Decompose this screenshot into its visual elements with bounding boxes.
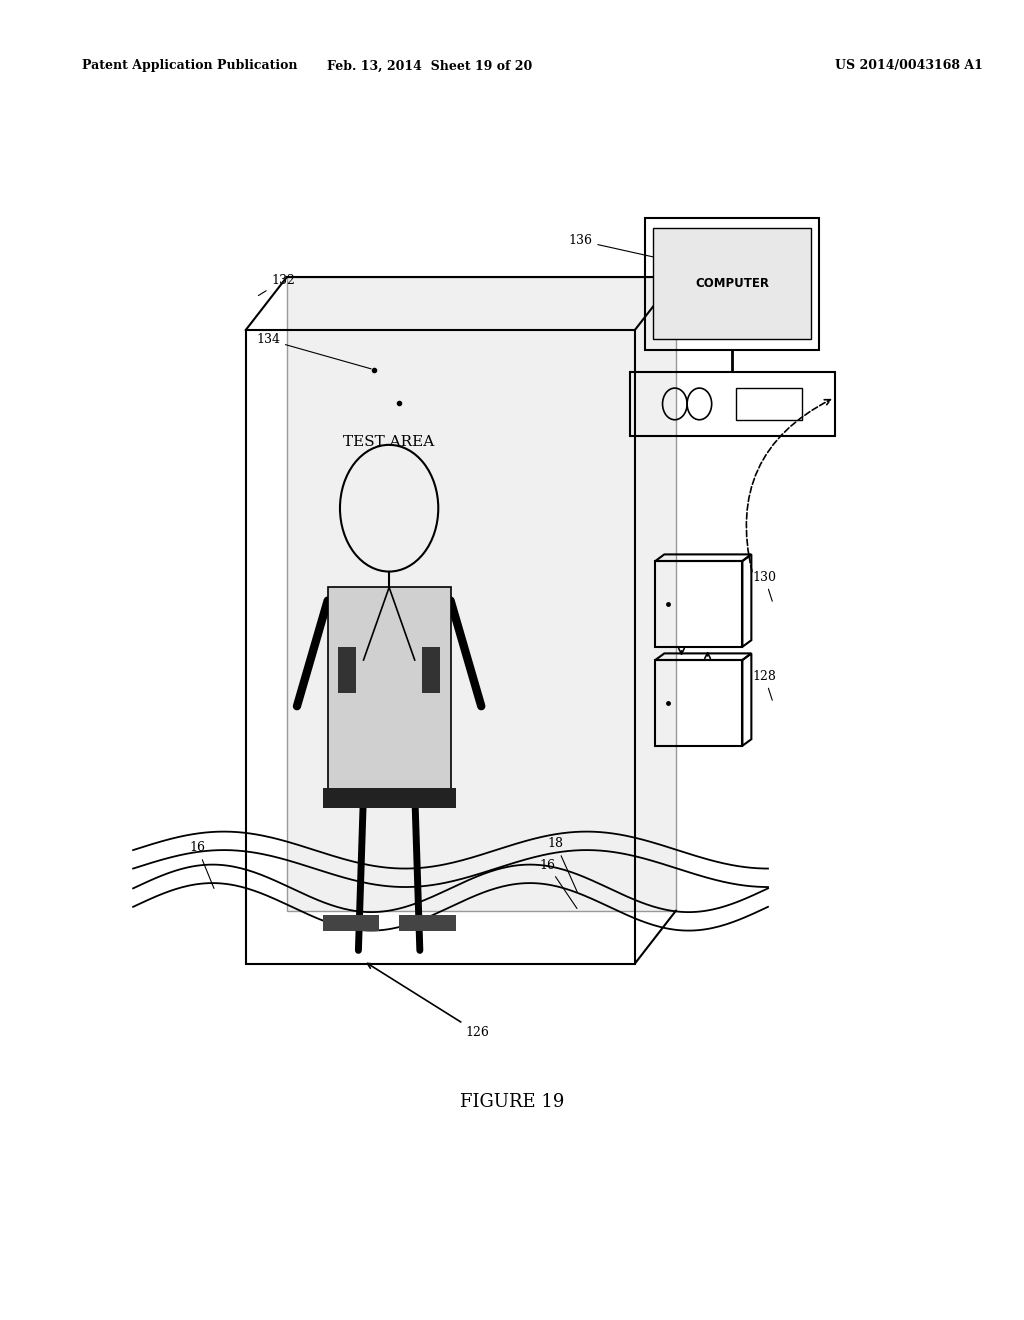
- Text: 128: 128: [753, 669, 776, 700]
- Bar: [338, 647, 356, 693]
- Text: Feb. 13, 2014  Sheet 19 of 20: Feb. 13, 2014 Sheet 19 of 20: [328, 59, 532, 73]
- Bar: [323, 915, 379, 931]
- Bar: [653, 228, 811, 339]
- Bar: [399, 915, 456, 931]
- Text: TEST AREA: TEST AREA: [343, 436, 435, 449]
- Text: Patent Application Publication: Patent Application Publication: [82, 59, 297, 73]
- Polygon shape: [287, 277, 676, 911]
- Polygon shape: [328, 587, 451, 792]
- Bar: [422, 647, 440, 693]
- Bar: [736, 388, 802, 420]
- Text: 16: 16: [189, 841, 214, 888]
- Bar: [645, 218, 819, 350]
- Text: 136: 136: [568, 234, 652, 257]
- Text: 126: 126: [368, 964, 489, 1039]
- Text: 18: 18: [548, 837, 578, 892]
- Text: US 2014/0043168 A1: US 2014/0043168 A1: [836, 59, 983, 73]
- Text: 16: 16: [540, 858, 577, 908]
- Bar: [630, 372, 835, 436]
- Text: 132: 132: [258, 273, 295, 296]
- Text: 130: 130: [753, 570, 776, 601]
- Text: COMPUTER: COMPUTER: [695, 277, 769, 290]
- Bar: [323, 788, 456, 808]
- Text: 134: 134: [256, 333, 371, 368]
- Text: FIGURE 19: FIGURE 19: [460, 1093, 564, 1111]
